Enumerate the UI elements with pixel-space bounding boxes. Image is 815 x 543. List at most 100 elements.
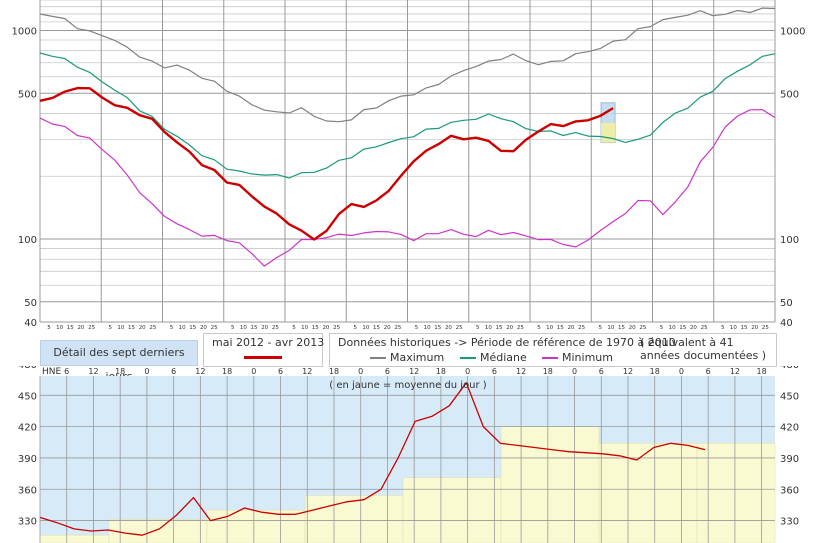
detail-x-tick: 18 <box>222 367 232 376</box>
x-day-label: 15 <box>557 325 564 331</box>
main-series <box>39 7 776 267</box>
x-day-label: 5 <box>292 325 296 331</box>
x-day-label: 15 <box>373 325 380 331</box>
detail-y-axis: 330 330 360 360 390 390 420 420 450 450 480 480 <box>18 366 799 528</box>
series-current <box>39 86 614 241</box>
detail-y-tick-left: 480 <box>18 366 37 371</box>
x-day-label: 20 <box>77 325 84 331</box>
x-day-label: 20 <box>690 325 697 331</box>
detail-x-tick: 0 <box>465 367 470 376</box>
detail-y-tick-right: 450 <box>780 391 799 402</box>
x-day-label: 5 <box>660 325 664 331</box>
y-tick-right: 500 <box>780 89 799 100</box>
detail-x-tick: 6 <box>599 367 604 376</box>
detail-x-tick: 12 <box>516 367 526 376</box>
y-tick-left: 40 <box>24 318 37 329</box>
x-day-label: 15 <box>618 325 625 331</box>
y-tick-right: 40 <box>780 318 793 329</box>
x-day-label: 20 <box>200 325 207 331</box>
detail-x-tick: 18 <box>650 367 660 376</box>
x-day-label: 20 <box>445 325 452 331</box>
x-day-label: 20 <box>567 325 574 331</box>
x-day-label: 5 <box>415 325 419 331</box>
x-day-label: 15 <box>496 325 503 331</box>
x-day-label: 10 <box>301 325 308 331</box>
daily-mean-bar <box>402 477 502 543</box>
maximum-swatch <box>370 357 386 359</box>
x-day-label: 5 <box>231 325 235 331</box>
daily-mean-bar <box>206 509 306 543</box>
x-day-label: 25 <box>639 325 646 331</box>
detail-y-tick-left: 390 <box>18 454 37 465</box>
historic-legend-note: ( équivalent à 41 années documentées ) <box>640 336 767 362</box>
x-day-label: 20 <box>629 325 636 331</box>
detail-y-tick-left: 360 <box>18 485 37 496</box>
detail-y-tick-left: 330 <box>18 517 37 528</box>
detail-x-tick: 6 <box>64 367 69 376</box>
detail-annotation: ( en jaune = moyenne du jour ) <box>329 380 487 391</box>
daily-mean-bar <box>39 534 110 543</box>
x-day-label: 15 <box>251 325 258 331</box>
x-day-label: 10 <box>730 325 737 331</box>
daily-mean-bar <box>598 443 698 543</box>
detail-x-tick: 18 <box>543 367 553 376</box>
minimum-swatch <box>542 357 558 359</box>
x-day-label: 20 <box>506 325 513 331</box>
detail-x-tick: 12 <box>623 367 633 376</box>
x-day-label: 5 <box>47 325 51 331</box>
detail-y-tick-right: 390 <box>780 454 799 465</box>
detail-x-tick: 12 <box>730 367 740 376</box>
y-tick-left: 1000 <box>12 26 37 37</box>
x-day-label: 15 <box>741 325 748 331</box>
detail-x-tick: 0 <box>358 367 363 376</box>
detail-level-line <box>39 382 706 536</box>
detail-x-tick: 0 <box>572 367 577 376</box>
x-day-label: 10 <box>424 325 431 331</box>
detail-x-tick: 12 <box>409 367 419 376</box>
maximum-label: Maximum <box>390 351 445 364</box>
detail-y-tick-right: 480 <box>780 366 799 371</box>
detail-y-tick-right: 360 <box>780 485 799 496</box>
detail-x-tick: 0 <box>144 367 149 376</box>
y-tick-left: 50 <box>24 298 37 309</box>
detail-x-tick: 18 <box>329 367 339 376</box>
detail-grid <box>39 376 775 543</box>
x-day-label: 15 <box>679 325 686 331</box>
detail-x-tick: 12 <box>302 367 312 376</box>
x-day-label: 25 <box>456 325 463 331</box>
y-tick-right: 100 <box>780 235 799 246</box>
x-day-label: 25 <box>701 325 708 331</box>
series-mediane <box>39 52 776 179</box>
median-swatch <box>460 357 476 359</box>
daily-mean-bar <box>500 426 600 543</box>
detail-x-hour-labels: 6 12 18 0 6 12 18 0 6 12 18 0 6 12 18 0 6 12 18 0 6 12 18 0 6 12 1… <box>64 367 767 376</box>
x-day-label: 25 <box>88 325 95 331</box>
x-day-label: 5 <box>170 325 174 331</box>
x-day-label: 25 <box>333 325 340 331</box>
x-day-label: 15 <box>434 325 441 331</box>
x-day-label: 5 <box>537 325 541 331</box>
detail-y-tick-left: 420 <box>18 423 37 434</box>
x-day-label: 10 <box>179 325 186 331</box>
detail-x-tick: 18 <box>757 367 767 376</box>
main-y-axis-left: 40 50 100 500 1000 <box>12 26 37 329</box>
main-grid <box>39 0 776 323</box>
detail-x-tick: 18 <box>436 367 446 376</box>
x-day-label: 25 <box>394 325 401 331</box>
main-y-axis-right: 40 50 100 500 1000 <box>780 26 805 329</box>
x-day-label: 5 <box>354 325 358 331</box>
detail-label: Détail des sept derniers jours <box>40 340 198 383</box>
x-day-label: 5 <box>109 325 113 331</box>
period-legend-title: mai 2012 - avr 2013 <box>212 336 325 349</box>
detail-y-tick-left: 450 <box>18 391 37 402</box>
historic-legend: Données historiques -> Période de référe… <box>329 333 777 367</box>
x-day-label: 25 <box>149 325 156 331</box>
x-day-label: 20 <box>322 325 329 331</box>
x-day-label: 10 <box>485 325 492 331</box>
x-day-label: 15 <box>67 325 74 331</box>
y-tick-left: 100 <box>18 235 37 246</box>
x-day-label: 25 <box>211 325 218 331</box>
x-day-label: 20 <box>751 325 758 331</box>
detail-x-tick: 0 <box>251 367 256 376</box>
